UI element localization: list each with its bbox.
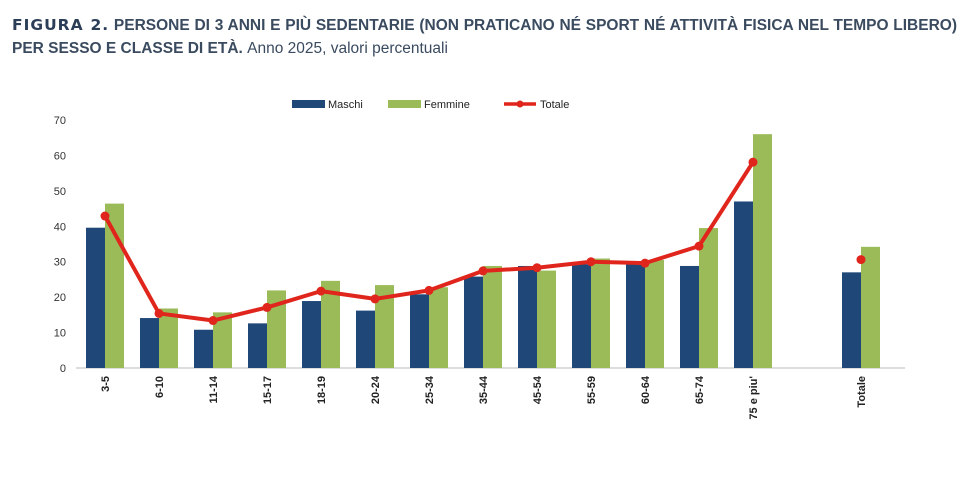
- bar-femmine: [753, 134, 772, 368]
- x-tick-label: 3-5: [100, 376, 112, 392]
- point-totale: [694, 241, 704, 251]
- point-totale: [586, 257, 596, 267]
- bar-femmine: [699, 228, 718, 368]
- chart-title: FIGURA 2. PERSONE DI 3 ANNI E PIÙ SEDENT…: [12, 14, 957, 60]
- bar-maschi: [86, 227, 105, 368]
- y-tick-label: 60: [54, 150, 66, 162]
- point-totale: [532, 263, 542, 273]
- bar-femmine: [213, 312, 232, 368]
- title-main: PERSONE DI 3 ANNI E PIÙ SEDENTARIE (NON …: [12, 17, 957, 57]
- bar-maschi: [410, 294, 429, 368]
- x-tick-label: 20-24: [370, 375, 382, 404]
- bar-maschi: [842, 272, 861, 368]
- point-totale: [478, 266, 488, 276]
- x-tick-label: 11-14: [208, 375, 220, 403]
- bar-femmine: [429, 287, 448, 368]
- point-totale: [208, 316, 218, 326]
- bar-maschi: [734, 201, 753, 368]
- legend-swatch-femmine: [388, 100, 421, 108]
- bar-maschi: [194, 329, 213, 368]
- figure-label: FIGURA 2.: [12, 16, 110, 34]
- y-tick-label: 70: [54, 115, 66, 127]
- x-tick-label: 60-64: [640, 375, 652, 404]
- point-totale: [640, 258, 650, 268]
- bar-femmine: [321, 280, 340, 368]
- point-totale: [748, 157, 758, 167]
- point-totale: [100, 211, 110, 221]
- x-tick-label: 45-54: [532, 375, 544, 404]
- x-tick-label: 65-74: [694, 375, 706, 404]
- x-tick-label: 15-17: [262, 376, 274, 404]
- bar-maschi: [356, 310, 375, 368]
- bar-maschi: [680, 265, 699, 368]
- legend-label: Maschi: [328, 99, 363, 111]
- bar-femmine: [375, 285, 394, 368]
- point-totale: [262, 302, 272, 312]
- bar-femmine: [861, 246, 880, 368]
- point-totale: [424, 285, 434, 295]
- point-totale: [154, 308, 164, 318]
- point-totale: [856, 255, 866, 265]
- legend-swatch-maschi: [292, 100, 325, 108]
- y-tick-label: 30: [54, 257, 66, 269]
- legend-label: Totale: [540, 99, 569, 111]
- bar-femmine: [537, 270, 556, 368]
- point-totale: [370, 294, 380, 304]
- point-totale: [316, 286, 326, 296]
- bar-femmine: [267, 290, 286, 368]
- x-tick-label: 18-19: [316, 376, 328, 404]
- bar-femmine: [159, 308, 178, 368]
- x-tick-label: 25-34: [424, 375, 436, 404]
- y-tick-label: 40: [54, 221, 66, 233]
- x-tick-label: 35-44: [478, 375, 490, 404]
- bar-maschi: [518, 265, 537, 368]
- bar-maschi: [248, 323, 267, 368]
- bar-femmine: [645, 259, 664, 368]
- legend-marker-totale: [516, 100, 524, 108]
- bar-femmine: [591, 258, 610, 368]
- bar-maschi: [464, 276, 483, 368]
- y-tick-label: 50: [54, 186, 66, 198]
- bar-maschi: [626, 264, 645, 368]
- title-subtitle: Anno 2025, valori percentuali: [247, 40, 448, 57]
- y-tick-label: 10: [54, 328, 66, 340]
- y-tick-label: 0: [60, 363, 66, 375]
- x-tick-label: 55-59: [586, 376, 598, 404]
- bar-femmine: [105, 203, 124, 368]
- bar-maschi: [572, 264, 591, 368]
- bar-maschi: [302, 301, 321, 368]
- x-tick-label: 6-10: [154, 376, 166, 398]
- x-tick-label: Totale: [856, 376, 868, 408]
- legend-label: Femmine: [424, 99, 470, 111]
- x-tick-label: 75 e piu': [748, 376, 760, 420]
- bar-femmine: [483, 265, 502, 368]
- y-tick-label: 20: [54, 292, 66, 304]
- bar-maschi: [140, 318, 159, 368]
